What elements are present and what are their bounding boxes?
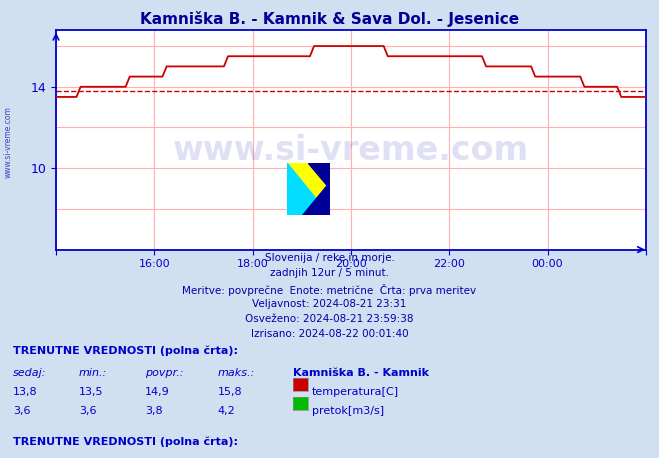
Text: www.si-vreme.com: www.si-vreme.com: [3, 106, 13, 178]
Text: 4,2: 4,2: [217, 406, 235, 416]
Text: 13,5: 13,5: [79, 387, 103, 397]
Text: Slovenija / reke in morje.: Slovenija / reke in morje.: [264, 253, 395, 263]
Polygon shape: [287, 163, 330, 215]
Text: 13,8: 13,8: [13, 387, 38, 397]
Text: maks.:: maks.:: [217, 368, 255, 378]
Text: temperatura[C]: temperatura[C]: [312, 387, 399, 397]
Text: 3,8: 3,8: [145, 406, 163, 416]
Polygon shape: [308, 163, 330, 189]
Text: Kamniška B. - Kamnik: Kamniška B. - Kamnik: [293, 368, 429, 378]
Text: Veljavnost: 2024-08-21 23:31: Veljavnost: 2024-08-21 23:31: [252, 299, 407, 309]
Text: Meritve: povprečne  Enote: metrične  Črta: prva meritev: Meritve: povprečne Enote: metrične Črta:…: [183, 284, 476, 295]
Text: www.si-vreme.com: www.si-vreme.com: [173, 134, 529, 167]
Polygon shape: [302, 181, 330, 215]
Text: Osveženo: 2024-08-21 23:59:38: Osveženo: 2024-08-21 23:59:38: [245, 314, 414, 324]
Text: TRENUTNE VREDNOSTI (polna črta):: TRENUTNE VREDNOSTI (polna črta):: [13, 346, 238, 356]
Text: Kamniška B. - Kamnik & Sava Dol. - Jesenice: Kamniška B. - Kamnik & Sava Dol. - Jesen…: [140, 11, 519, 27]
Text: 3,6: 3,6: [79, 406, 97, 416]
Text: zadnjih 12ur / 5 minut.: zadnjih 12ur / 5 minut.: [270, 268, 389, 278]
Text: Izrisano: 2024-08-22 00:01:40: Izrisano: 2024-08-22 00:01:40: [250, 329, 409, 339]
Text: TRENUTNE VREDNOSTI (polna črta):: TRENUTNE VREDNOSTI (polna črta):: [13, 436, 238, 447]
Text: sedaj:: sedaj:: [13, 368, 47, 378]
Text: 14,9: 14,9: [145, 387, 170, 397]
Text: 15,8: 15,8: [217, 387, 242, 397]
Text: 3,6: 3,6: [13, 406, 31, 416]
Text: min.:: min.:: [79, 368, 107, 378]
Text: pretok[m3/s]: pretok[m3/s]: [312, 406, 384, 416]
Text: povpr.:: povpr.:: [145, 368, 183, 378]
